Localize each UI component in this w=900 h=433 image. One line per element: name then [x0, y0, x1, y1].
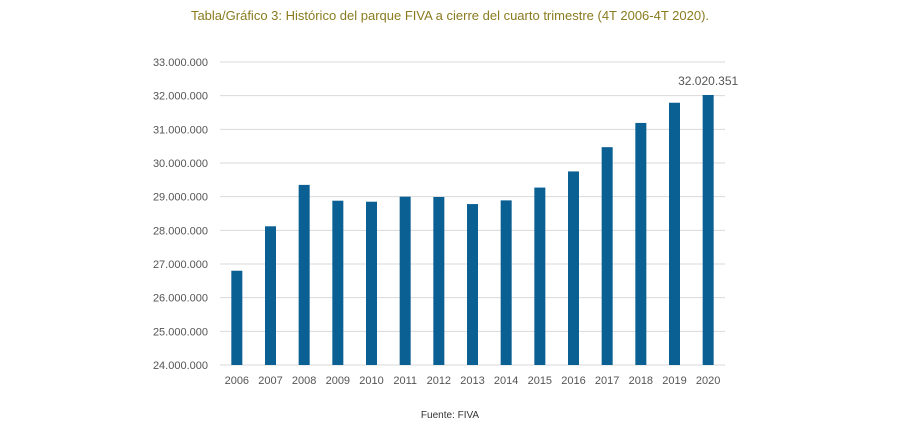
bar-2007 — [265, 226, 276, 365]
bar-2009 — [332, 200, 344, 365]
bar-2015 — [534, 187, 546, 365]
x-tick-label: 2014 — [494, 375, 518, 387]
y-tick-label: 33.000.000 — [153, 57, 208, 69]
y-tick-label: 26.000.000 — [153, 293, 208, 305]
bar-2006 — [231, 270, 243, 365]
bar-2017 — [601, 147, 613, 365]
x-tick-label: 2011 — [393, 375, 417, 387]
y-tick-label: 31.000.000 — [153, 124, 208, 136]
x-tick-label: 2007 — [258, 375, 282, 387]
bar-2011 — [399, 196, 411, 365]
x-axis: 2006 2007 2008 2009 2010 2011 2012 2013 2014 2015… — [225, 375, 721, 387]
bar-2020 — [702, 94, 714, 366]
chart-title: Tabla/Gráfico 3: Histórico del parque FI… — [190, 8, 710, 23]
data-label: 32.020.351 — [678, 74, 738, 88]
bar-2010 — [366, 201, 377, 365]
x-tick-label: 2013 — [460, 375, 484, 387]
y-tick-label: 27.000.000 — [153, 259, 208, 271]
y-tick-label: 32.000.000 — [153, 91, 208, 103]
y-tick-label: 30.000.000 — [153, 158, 208, 170]
bar-2013 — [467, 204, 478, 365]
bar-2016 — [568, 171, 579, 365]
bar-2012 — [433, 197, 445, 365]
y-tick-label: 29.000.000 — [153, 192, 208, 204]
y-tick-label: 24.000.000 — [153, 360, 208, 372]
x-tick-label: 2010 — [359, 375, 383, 387]
x-tick-label: 2016 — [561, 375, 585, 387]
x-tick-label: 2018 — [629, 375, 653, 387]
y-axis: 24.000.000 25.000.000 26.000.000 27.000.000… — [153, 57, 208, 372]
bar-2014 — [500, 200, 512, 365]
chart-source: Fuente: FIVA — [420, 410, 480, 421]
bars — [231, 94, 714, 366]
x-tick-label: 2012 — [427, 375, 451, 387]
x-tick-label: 2008 — [292, 375, 316, 387]
x-tick-label: 2009 — [326, 375, 350, 387]
x-tick-label: 2006 — [225, 375, 249, 387]
bar-2018 — [635, 122, 647, 365]
y-tick-label: 25.000.000 — [153, 326, 208, 338]
x-tick-label: 2017 — [595, 375, 619, 387]
data-labels: 32.020.351 — [678, 74, 738, 88]
bar-2019 — [669, 102, 680, 365]
x-tick-label: 2019 — [662, 375, 686, 387]
y-tick-label: 28.000.000 — [153, 225, 208, 237]
x-tick-label: 2020 — [696, 375, 720, 387]
x-tick-label: 2015 — [528, 375, 552, 387]
bar-2008 — [298, 184, 310, 365]
